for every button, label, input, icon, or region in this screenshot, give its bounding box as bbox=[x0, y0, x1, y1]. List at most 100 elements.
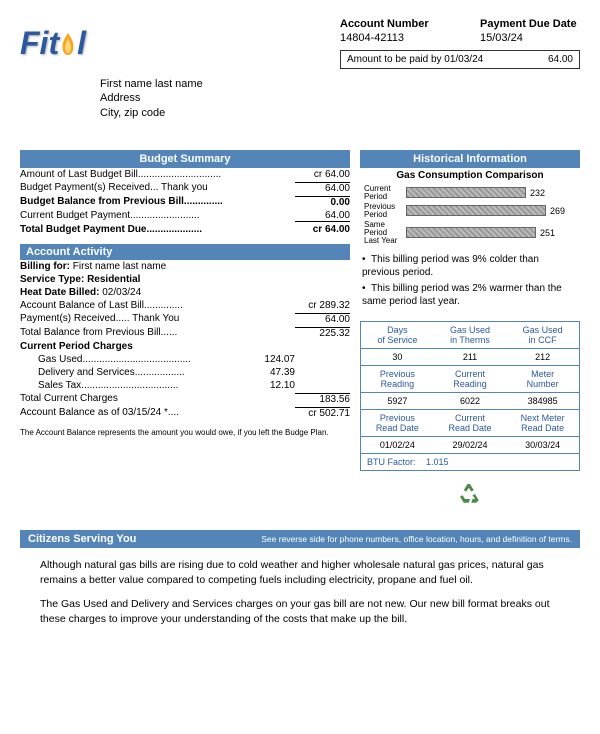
line-val: 225.32 bbox=[295, 327, 350, 339]
tbl-r2: 59276022384985 bbox=[361, 393, 579, 409]
addr-street: Address bbox=[100, 91, 580, 105]
cpc-header-line: Current Period Charges bbox=[20, 340, 350, 353]
budget-lines: Amount of Last Budget Bill..............… bbox=[20, 168, 350, 236]
tbl-header-cell: PreviousReading bbox=[361, 366, 434, 392]
bar bbox=[406, 205, 546, 216]
tbl-cell: 6022 bbox=[434, 393, 507, 409]
note-item: • This billing period was 2% warmer than… bbox=[362, 282, 578, 308]
line-item: Current Budget Payment..................… bbox=[20, 209, 350, 223]
tbl-cell: 29/02/24 bbox=[434, 437, 507, 453]
footer-p1: Although natural gas bills are rising du… bbox=[40, 558, 560, 587]
address-block: First name last name Address City, zip c… bbox=[100, 77, 580, 120]
acct-num-value: 14804-42113 bbox=[340, 32, 440, 44]
heat-date-lbl: Heat Date Billed: bbox=[20, 287, 99, 298]
tbl-r3: 01/02/2429/02/2430/03/24 bbox=[361, 437, 579, 453]
tbl-h1: Daysof ServiceGas Usedin ThermsGas Usedi… bbox=[361, 322, 579, 349]
footer-body: Although natural gas bills are rising du… bbox=[20, 548, 580, 647]
footer-header: Citizens Serving You See reverse side fo… bbox=[20, 530, 580, 548]
due-date-label: Payment Due Date bbox=[480, 18, 580, 30]
payment-box: Amount to be paid by 01/03/24 64.00 bbox=[340, 50, 580, 69]
btu-row: BTU Factor: 1.015 bbox=[361, 453, 579, 470]
line-lbl: Budget Balance from Previous Bill.......… bbox=[20, 196, 295, 208]
acct-num-label: Account Number bbox=[340, 18, 440, 30]
notes-block: • This billing period was 9% colder than… bbox=[360, 249, 580, 315]
tbl-header-cell: Daysof Service bbox=[361, 322, 434, 348]
addr-city: City, zip code bbox=[100, 106, 580, 120]
btu-lbl: BTU Factor: bbox=[367, 457, 416, 467]
tbl-header-cell: Gas Usedin Therms bbox=[434, 322, 507, 348]
bar-row: Same PeriodLast Year 251 bbox=[364, 221, 576, 245]
tbl-h2: PreviousReadingCurrentReadingMeterNumber bbox=[361, 365, 579, 393]
bar-row: CurrentPeriod232 bbox=[364, 185, 576, 201]
main-columns: Budget Summary Amount of Last Budget Bil… bbox=[20, 150, 580, 520]
service-type-lbl: Service Type: Residential bbox=[20, 274, 350, 285]
acct-balance-val: cr 502.71 bbox=[295, 407, 350, 419]
total-current-line: Total Current Charges 183.56 bbox=[20, 392, 350, 406]
line-lbl: Current Budget Payment..................… bbox=[20, 210, 295, 222]
billing-for-line: Billing for: First name last name bbox=[20, 260, 350, 273]
account-block: Account Number Payment Due Date 14804-42… bbox=[340, 18, 580, 69]
line-item: Budget Balance from Previous Bill.......… bbox=[20, 195, 350, 209]
bar-val: 251 bbox=[540, 228, 555, 238]
bar-val: 232 bbox=[530, 188, 545, 198]
bar-val: 269 bbox=[550, 206, 565, 216]
gas-comp-header: Gas Consumption Comparison bbox=[360, 168, 580, 183]
addr-name: First name last name bbox=[100, 77, 580, 91]
cpc-lines: Gas Used................................… bbox=[20, 353, 350, 392]
billing-for-lbl: Billing for: bbox=[20, 261, 70, 272]
tbl-r1: 30211212 bbox=[361, 349, 579, 365]
cpc-val: 47.39 bbox=[240, 367, 295, 378]
line-val: 0.00 bbox=[295, 196, 350, 208]
line-val: 64.00 bbox=[295, 210, 350, 222]
left-column: Budget Summary Amount of Last Budget Bil… bbox=[20, 150, 350, 520]
btu-val: 1.015 bbox=[426, 457, 449, 467]
footer-hdr-title: Citizens Serving You bbox=[28, 533, 136, 545]
total-current-val: 183.56 bbox=[295, 393, 350, 405]
line-lbl: Payment(s) Received..... Thank You bbox=[20, 313, 295, 325]
line-item: Payment(s) Received..... Thank You64.00 bbox=[20, 312, 350, 326]
line-item: Budget Payment(s) Received... Thank you6… bbox=[20, 181, 350, 195]
service-type-line: Service Type: Residential bbox=[20, 273, 350, 286]
tbl-header-cell: CurrentReading bbox=[434, 366, 507, 392]
line-val: cr 64.00 bbox=[295, 224, 350, 235]
footer-p2: The Gas Used and Delivery and Services c… bbox=[40, 597, 560, 626]
line-lbl: Amount of Last Budget Bill..............… bbox=[20, 169, 295, 180]
recycle-icon bbox=[360, 471, 580, 520]
acct-balance-lbl: Account Balance as of 03/15/24 *.... bbox=[20, 407, 295, 419]
usage-table: Daysof ServiceGas Usedin ThermsGas Usedi… bbox=[360, 321, 580, 471]
line-lbl: Total Budget Payment Due................… bbox=[20, 224, 295, 235]
tbl-cell: 30 bbox=[361, 349, 434, 365]
paybox-label: Amount to be paid by 01/03/24 bbox=[347, 54, 483, 65]
consumption-bars: CurrentPeriod232 PreviousPeriod 269 Same Pe… bbox=[360, 183, 580, 249]
bar-row: PreviousPeriod 269 bbox=[364, 203, 576, 219]
cpc-line: Sales Tax...............................… bbox=[20, 379, 350, 392]
cpc-val: 12.10 bbox=[240, 380, 295, 391]
activity-lines: Account Balance of Last Bill............… bbox=[20, 299, 350, 340]
flame-icon bbox=[57, 31, 79, 57]
footer-hdr-sub: See reverse side for phone numbers, offi… bbox=[261, 534, 572, 544]
line-lbl: Budget Payment(s) Received... Thank you bbox=[20, 182, 295, 194]
note-item: • This billing period was 9% colder than… bbox=[362, 253, 578, 279]
cpc-line: Gas Used................................… bbox=[20, 353, 350, 366]
cpc-lbl: Sales Tax...............................… bbox=[38, 380, 240, 391]
line-lbl: Account Balance of Last Bill............… bbox=[20, 300, 295, 311]
line-val: 64.00 bbox=[295, 313, 350, 325]
activity-header: Account Activity bbox=[20, 244, 350, 260]
line-val: cr 64.00 bbox=[295, 169, 350, 180]
logo: Fit l bbox=[20, 18, 86, 69]
bar-lbl: PreviousPeriod bbox=[364, 203, 406, 219]
line-item: Amount of Last Budget Bill..............… bbox=[20, 168, 350, 181]
tbl-cell: 5927 bbox=[361, 393, 434, 409]
cpc-lbl: Gas Used................................… bbox=[38, 354, 240, 365]
logo-text-2: l bbox=[77, 25, 86, 62]
tbl-h3: PreviousRead DateCurrentRead DateNext Me… bbox=[361, 409, 579, 437]
bar bbox=[406, 227, 536, 238]
line-val: 64.00 bbox=[295, 182, 350, 194]
logo-text-1: Fit bbox=[20, 25, 59, 62]
line-item: Account Balance of Last Bill............… bbox=[20, 299, 350, 312]
right-column: Historical Information Gas Consumption C… bbox=[360, 150, 580, 520]
line-item: Total Budget Payment Due................… bbox=[20, 223, 350, 236]
bar-lbl: Same PeriodLast Year bbox=[364, 221, 406, 245]
bill-page: Fit l Account Number Payment Due Date 14… bbox=[0, 0, 600, 665]
paybox-amount: 64.00 bbox=[548, 54, 573, 65]
